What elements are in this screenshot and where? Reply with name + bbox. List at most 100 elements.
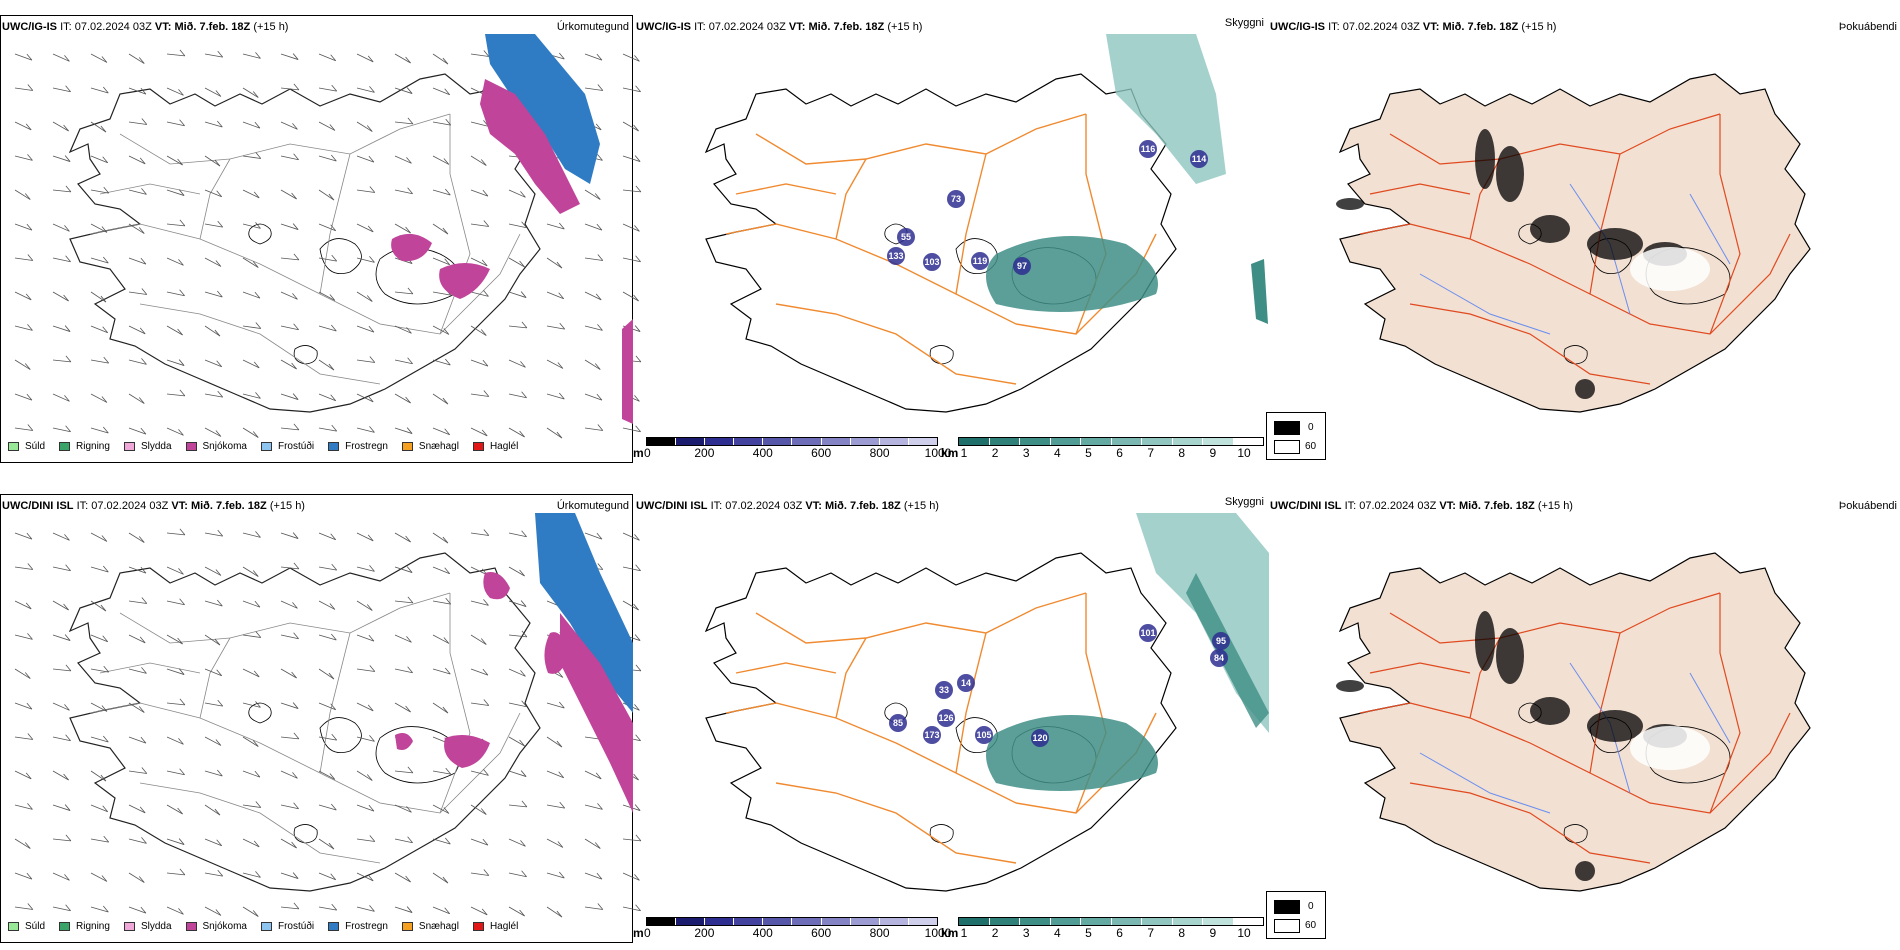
wind-barb <box>470 359 489 367</box>
wind-barb-flag <box>597 563 604 570</box>
wind-barb-flag <box>369 86 375 93</box>
wind-barb <box>242 291 261 299</box>
wind-barb <box>432 566 450 575</box>
wind-barb <box>204 121 223 128</box>
colorbar-step <box>1081 918 1112 925</box>
colorbar-step <box>1142 918 1173 925</box>
wind-barb-flag <box>444 258 450 265</box>
wind-barb <box>14 532 33 540</box>
wind-barb-flag <box>520 291 527 298</box>
wind-barb-flag <box>405 535 411 543</box>
cloud-base-value: 116 <box>1141 144 1156 154</box>
wind-barb-flag <box>443 637 450 644</box>
wind-barb-flag <box>178 738 184 745</box>
wind-barb <box>204 668 222 677</box>
colorbar-tick-label: 5 <box>1085 446 1092 460</box>
wind-barb <box>584 223 603 231</box>
legend-swatch <box>8 442 19 451</box>
colorbar-step <box>989 918 1020 925</box>
wind-barb-flag <box>366 295 373 302</box>
wind-barb <box>356 325 375 333</box>
wind-barb <box>242 87 259 98</box>
wind-barb-flag <box>25 123 32 131</box>
wind-barb <box>90 532 108 542</box>
wind-barb-flag <box>369 565 375 572</box>
legend-label: Rigning <box>76 921 110 932</box>
colorbar-step <box>1111 918 1142 925</box>
wind-barb-flag <box>179 289 185 296</box>
wind-barb-flag <box>292 532 299 539</box>
wind-barb-flag <box>483 50 490 57</box>
road-line <box>755 113 1087 165</box>
wind-barb <box>52 804 71 811</box>
fog-title-top: Þokuábendi <box>1838 21 1897 33</box>
wind-barb <box>508 532 527 538</box>
fog-header-bottom: UWC/DINI ISL IT: 07.02.2024 03Z VT: Mið.… <box>1270 500 1573 512</box>
precip-panel-frame-top <box>0 15 633 463</box>
glacier-outline <box>293 824 318 844</box>
river-line <box>1689 672 1731 744</box>
precip-legend-item: Snjókoma <box>185 921 247 932</box>
wind-barb-flag <box>558 52 565 60</box>
precip-map-top <box>14 34 642 439</box>
wind-barb <box>128 600 147 604</box>
wind-barb-flag <box>519 909 525 917</box>
wind-barb-flag <box>252 570 259 577</box>
wind-barb-flag <box>521 321 528 329</box>
wind-barb-flag <box>177 807 183 815</box>
river-line <box>1689 193 1731 265</box>
road-line <box>99 183 201 195</box>
legend-label: Frostúði <box>277 921 315 932</box>
wind-barb <box>128 668 147 674</box>
wind-barb <box>90 325 108 334</box>
wind-barb-flag <box>293 423 300 431</box>
wind-barb <box>356 872 374 882</box>
wind-barb-flag <box>102 326 108 333</box>
wind-barb <box>508 291 527 298</box>
cloud-base-blob <box>1031 729 1049 747</box>
wind-barb-flag <box>369 905 375 912</box>
wind-barb-flag <box>521 630 528 638</box>
wind-barb-flag <box>217 869 224 877</box>
wind-barb <box>166 427 184 436</box>
wind-barb-flag <box>100 295 107 303</box>
wind-barb-flag <box>293 732 300 740</box>
wind-barb-flag <box>138 227 145 234</box>
wind-barb <box>166 121 185 127</box>
wind-barb <box>394 804 412 813</box>
wind-barb <box>508 838 526 847</box>
colorbar-tick-label: 600 <box>811 926 832 940</box>
wind-barb <box>166 87 184 96</box>
wind-barb <box>318 189 335 201</box>
wind-barb-flag <box>27 84 34 91</box>
wind-barb <box>470 838 489 846</box>
wind-barb <box>52 600 69 611</box>
road-line <box>1409 782 1651 864</box>
road-line <box>1369 183 1471 195</box>
wind-barb <box>128 223 145 234</box>
visibility-header-top: UWC/IG-IS IT: 07.02.2024 03Z VT: Mið. 7.… <box>636 21 923 33</box>
wind-barb-flag <box>138 536 145 543</box>
wind-barb <box>432 906 450 915</box>
wind-barb-flag <box>216 290 223 298</box>
wind-barb-flag <box>293 83 300 91</box>
wind-barb <box>394 121 413 125</box>
wind-barb <box>394 291 413 295</box>
colorbar-step <box>1233 918 1263 925</box>
wind-barb <box>546 223 565 230</box>
wind-barb <box>280 121 298 130</box>
wind-barb-flag <box>141 288 148 295</box>
visibility-unit-top: km <box>941 446 959 460</box>
fog-indicator-area <box>1475 611 1495 671</box>
legend-swatch <box>185 922 197 931</box>
wind-barb <box>622 872 640 881</box>
glacier-outline <box>929 345 954 365</box>
wind-barb <box>166 325 183 336</box>
wind-barb <box>584 906 603 910</box>
wind-barb-flag <box>138 397 145 404</box>
snjokoma-area <box>395 733 413 750</box>
wind-barb-flag <box>483 769 489 776</box>
wind-barb-flag <box>634 395 640 402</box>
wind-barb <box>394 532 411 543</box>
cloud-base-value: 14 <box>961 678 971 688</box>
